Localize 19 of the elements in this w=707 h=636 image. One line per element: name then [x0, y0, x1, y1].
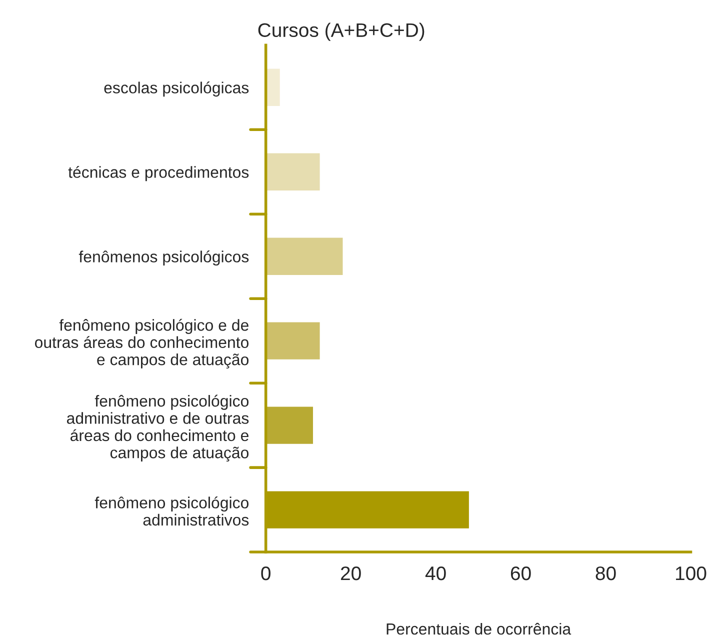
bar — [266, 406, 313, 444]
x-tick-label: 100 — [676, 566, 706, 580]
bar — [266, 153, 320, 190]
x-tick-label: 40 — [425, 566, 446, 580]
y-tick-label: fenômenos psicológicos — [78, 250, 249, 266]
bar — [266, 68, 280, 106]
x-tick-label: 20 — [340, 566, 361, 580]
y-tick-label: técnicas e procedimentos — [68, 166, 249, 182]
x-tick-label: 0 — [261, 566, 270, 580]
y-tick-label: escolas psicológicas — [104, 82, 249, 97]
x-axis-title: Percentuais de ocorrência — [386, 622, 572, 635]
chart-title: Cursos (A+B+C+D) — [258, 22, 424, 41]
y-tick-label: fenômeno psicológico administrativo e de outras áreas do conhecimento e campos de atuação — [66, 394, 249, 462]
x-tick-label: 80 — [596, 566, 616, 580]
x-tick-label: 60 — [510, 566, 531, 580]
bar — [266, 238, 343, 275]
bar — [266, 322, 320, 360]
y-tick-label: fenômeno psicológico administrativos — [94, 496, 249, 526]
y-tick-label: fenômeno psicológico e de outras áreas do conhecimento e campos de atuação — [34, 318, 249, 368]
